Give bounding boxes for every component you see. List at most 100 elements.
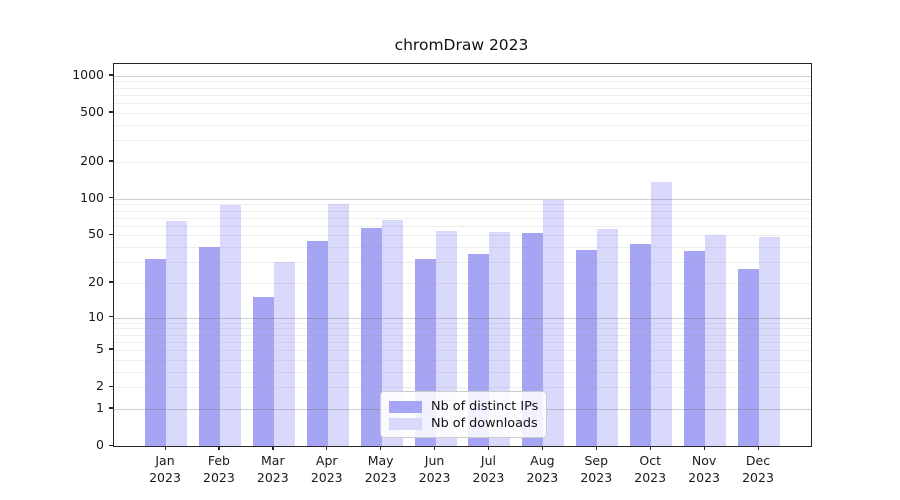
- y-gridline-minor: [114, 282, 811, 284]
- y-gridline-minor: [114, 94, 811, 96]
- x-tick-month: May: [367, 453, 394, 468]
- y-tick-label: 1000: [72, 66, 104, 82]
- y-tick-mark: [109, 74, 113, 76]
- y-gridline-minor: [114, 359, 811, 361]
- x-tick-label: Nov 2023: [674, 452, 734, 486]
- x-tick-mark: [434, 446, 436, 450]
- x-tick-month: Feb: [207, 453, 230, 468]
- y-tick-label: 50: [88, 226, 104, 242]
- bar-downloads: [543, 199, 565, 446]
- x-tick-label: Feb 2023: [189, 452, 249, 486]
- x-tick-month: Jul: [480, 453, 496, 468]
- x-tick-label: Jul 2023: [458, 452, 518, 486]
- x-tick-mark: [703, 446, 705, 450]
- y-tick-mark: [109, 407, 113, 409]
- y-tick-label: 100: [80, 189, 104, 205]
- y-gridline-minor: [114, 247, 811, 249]
- bar-distinct-ips: [198, 247, 220, 446]
- y-gridline-minor: [114, 341, 811, 343]
- bar-distinct-ips: [684, 251, 706, 446]
- x-tick-label: Apr 2023: [297, 452, 357, 486]
- y-tick-label: 20: [88, 273, 104, 289]
- x-tick-year: 2023: [203, 470, 235, 485]
- x-tick-mark: [218, 446, 220, 450]
- y-gridline-minor: [114, 225, 811, 227]
- x-tick-year: 2023: [688, 470, 720, 485]
- x-tick-label: Jun 2023: [405, 452, 465, 486]
- x-tick-year: 2023: [418, 470, 451, 485]
- x-tick-year: 2023: [742, 470, 774, 485]
- y-tick-mark: [109, 197, 113, 199]
- y-gridline-minor: [114, 210, 811, 212]
- bar-downloads: [327, 204, 349, 446]
- x-tick-year: 2023: [364, 470, 397, 485]
- y-tick-mark: [109, 233, 113, 235]
- y-tick-label: 10: [88, 308, 104, 324]
- y-gridline-minor: [114, 112, 811, 114]
- y-gridline-minor: [114, 217, 811, 219]
- x-tick-year: 2023: [526, 470, 559, 485]
- y-gridline-minor: [114, 124, 811, 126]
- y-tick-mark: [109, 316, 113, 318]
- bar-downloads: [597, 229, 619, 446]
- x-tick-label: Dec 2023: [728, 452, 788, 486]
- legend-row: Nb of downloads: [389, 416, 538, 431]
- y-gridline-minor: [114, 81, 811, 83]
- y-gridline-minor: [114, 387, 811, 389]
- bar-downloads: [273, 262, 295, 446]
- y-gridline-minor: [114, 371, 811, 373]
- bar-downloads: [651, 181, 673, 446]
- bar-distinct-ips: [738, 269, 759, 446]
- y-gridline-minor: [114, 262, 811, 263]
- y-tick-mark: [109, 444, 113, 446]
- y-gridline-minor: [114, 204, 811, 206]
- bar-distinct-ips: [630, 244, 652, 446]
- x-tick-mark: [649, 446, 651, 450]
- x-tick-mark: [272, 446, 274, 450]
- bar-downloads: [759, 237, 780, 446]
- x-tick-label: Oct 2023: [620, 452, 680, 486]
- legend-label: Nb of distinct IPs: [431, 399, 539, 414]
- bar-distinct-ips: [306, 240, 328, 446]
- bar-distinct-ips: [145, 258, 166, 446]
- x-tick-label: May 2023: [351, 452, 411, 486]
- y-gridline-minor: [114, 235, 811, 237]
- bar-downloads: [166, 220, 187, 446]
- x-tick-month: Aug: [530, 453, 555, 468]
- y-gridline-minor: [114, 334, 811, 336]
- legend-label: Nb of downloads: [431, 416, 538, 431]
- bar-downloads: [705, 235, 727, 446]
- y-gridline-minor: [114, 349, 811, 351]
- y-tick-label: 500: [80, 103, 104, 119]
- y-gridline-minor: [114, 140, 811, 142]
- legend-swatch-downloads: [389, 417, 422, 430]
- y-gridline-minor: [114, 87, 811, 89]
- y-tick-label: 0: [96, 437, 104, 452]
- x-tick-mark: [757, 446, 759, 450]
- x-tick-label: Jan 2023: [135, 452, 195, 486]
- y-tick-mark: [109, 160, 113, 162]
- y-tick-mark: [109, 111, 113, 113]
- x-tick-mark: [541, 446, 544, 450]
- y-gridline-minor: [114, 161, 811, 163]
- x-tick-year: 2023: [310, 470, 343, 485]
- x-tick-label: Sep 2023: [566, 452, 626, 486]
- x-tick-mark: [164, 446, 166, 450]
- x-tick-label: Mar 2023: [243, 452, 303, 486]
- x-tick-year: 2023: [580, 470, 613, 485]
- bar-downloads: [219, 204, 241, 446]
- x-tick-year: 2023: [634, 470, 667, 485]
- y-tick-mark: [109, 385, 113, 387]
- y-gridline-major: [114, 75, 811, 77]
- plot-area: Nb of distinct IPs Nb of downloads: [113, 63, 812, 447]
- y-tick-mark: [109, 348, 113, 350]
- x-tick-mark: [487, 446, 490, 450]
- y-tick-label: 5: [96, 340, 104, 356]
- y-gridline-minor: [114, 328, 811, 330]
- x-tick-month: Sep: [584, 453, 609, 468]
- x-tick-month: Jan: [155, 453, 175, 468]
- x-tick-mark: [380, 446, 382, 450]
- bar-distinct-ips: [360, 227, 382, 446]
- legend-swatch-distinct-ips: [389, 400, 422, 413]
